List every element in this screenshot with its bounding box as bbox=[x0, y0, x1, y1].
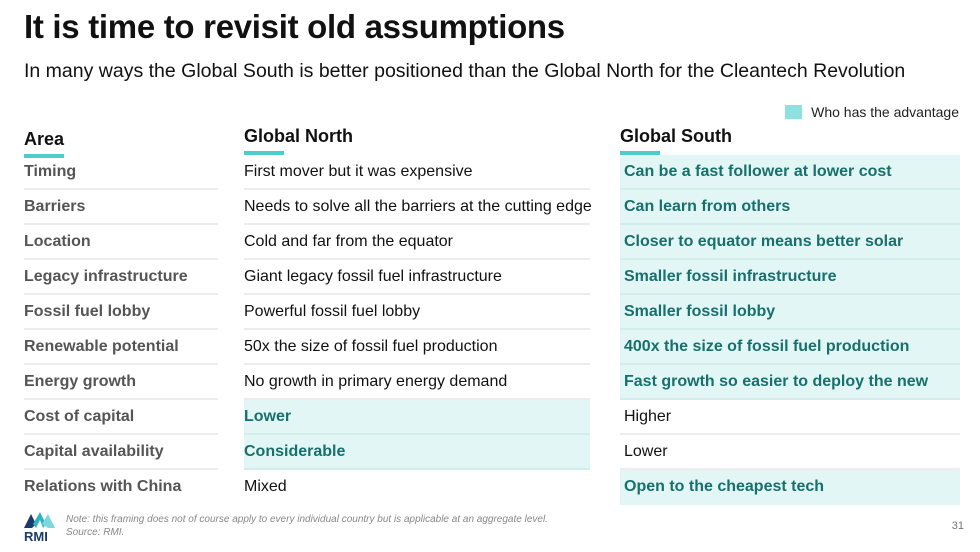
svg-text:RMI: RMI bbox=[24, 529, 48, 542]
cell-north: Mixed bbox=[244, 478, 287, 495]
cell-north: Powerful fossil fuel lobby bbox=[244, 295, 590, 330]
header-underline bbox=[24, 154, 64, 158]
header-north-label: Global North bbox=[244, 126, 353, 146]
cell-south: Open to the cheapest tech bbox=[620, 470, 960, 505]
cell-area: Legacy infrastructure bbox=[24, 260, 218, 295]
footnote: Note: this framing does not of course ap… bbox=[66, 513, 548, 539]
cell-north: First mover but it was expensive bbox=[244, 155, 590, 190]
cell-south: Closer to equator means better solar bbox=[620, 225, 960, 260]
header-area: Area bbox=[24, 129, 64, 158]
cell-north: Giant legacy fossil fuel infrastructure bbox=[244, 260, 590, 295]
cell-north: Lower bbox=[244, 400, 590, 435]
table-row: Location Cold and far from the equator Clo… bbox=[24, 225, 960, 260]
cell-area: Capital availability bbox=[24, 435, 218, 470]
cell-north: Needs to solve all the barriers at the c… bbox=[244, 190, 592, 225]
table-row: Legacy infrastructure Giant legacy fossil… bbox=[24, 260, 960, 295]
cell-south: Higher bbox=[620, 400, 960, 435]
table-row: Cost of capital Lower Higher bbox=[24, 400, 960, 435]
cell-north: No growth in primary energy demand bbox=[244, 365, 590, 400]
cell-south: Lower bbox=[620, 435, 960, 470]
cell-area: Fossil fuel lobby bbox=[24, 295, 218, 330]
table-row: Fossil fuel lobby Powerful fossil fuel lo… bbox=[24, 295, 960, 330]
table-row: Barriers Needs to solve all the barriers … bbox=[24, 190, 960, 225]
cell-area: Location bbox=[24, 225, 218, 260]
page-number: 31 bbox=[951, 520, 964, 532]
cell-south: 400x the size of fossil fuel production bbox=[620, 330, 960, 365]
cell-area: Cost of capital bbox=[24, 400, 218, 435]
cell-north: Cold and far from the equator bbox=[244, 225, 590, 260]
header-south: Global South bbox=[620, 126, 732, 155]
page-title: It is time to revisit old assumptions bbox=[24, 8, 565, 45]
cell-area: Renewable potential bbox=[24, 330, 218, 365]
cell-north: Considerable bbox=[244, 435, 590, 470]
table-row: Timing First mover but it was expensive Ca… bbox=[24, 155, 960, 190]
cell-south: Smaller fossil lobby bbox=[620, 295, 960, 330]
table-row: Renewable potential 50x the size of fossi… bbox=[24, 330, 960, 365]
cell-north: 50x the size of fossil fuel production bbox=[244, 330, 590, 365]
cell-area: Timing bbox=[24, 155, 218, 190]
cell-area: Energy growth bbox=[24, 365, 218, 400]
header-underline bbox=[244, 151, 284, 155]
cell-south: Fast growth so easier to deploy the new bbox=[620, 365, 960, 400]
footnote-source: Source: RMI. bbox=[66, 527, 125, 538]
legend-swatch bbox=[785, 105, 803, 119]
header-south-label: Global South bbox=[620, 126, 732, 146]
footer: RMI Note: this framing does not of cours… bbox=[24, 510, 548, 542]
footnote-note: Note: this framing does not of course ap… bbox=[66, 514, 548, 525]
table-row: Energy growth No growth in primary energy… bbox=[24, 365, 960, 400]
cell-south: Smaller fossil infrastructure bbox=[620, 260, 960, 295]
cell-area: Relations with China bbox=[24, 478, 182, 495]
header-north: Global North bbox=[244, 126, 353, 155]
table-row: Relations with China Mixed Open to the che… bbox=[24, 470, 960, 505]
legend: Who has the advantage bbox=[785, 104, 959, 120]
header-underline bbox=[620, 151, 660, 155]
cell-area: Barriers bbox=[24, 190, 218, 225]
table-row: Capital availability Considerable Lower bbox=[24, 435, 960, 470]
header-area-label: Area bbox=[24, 129, 65, 149]
page-subtitle: In many ways the Global South is better … bbox=[24, 60, 906, 82]
rmi-logo: RMI bbox=[24, 512, 55, 542]
legend-label: Who has the advantage bbox=[811, 104, 959, 120]
cell-south: Can learn from others bbox=[620, 190, 960, 225]
cell-south: Can be a fast follower at lower cost bbox=[620, 155, 960, 190]
comparison-table: Timing First mover but it was expensive Ca… bbox=[24, 155, 960, 505]
